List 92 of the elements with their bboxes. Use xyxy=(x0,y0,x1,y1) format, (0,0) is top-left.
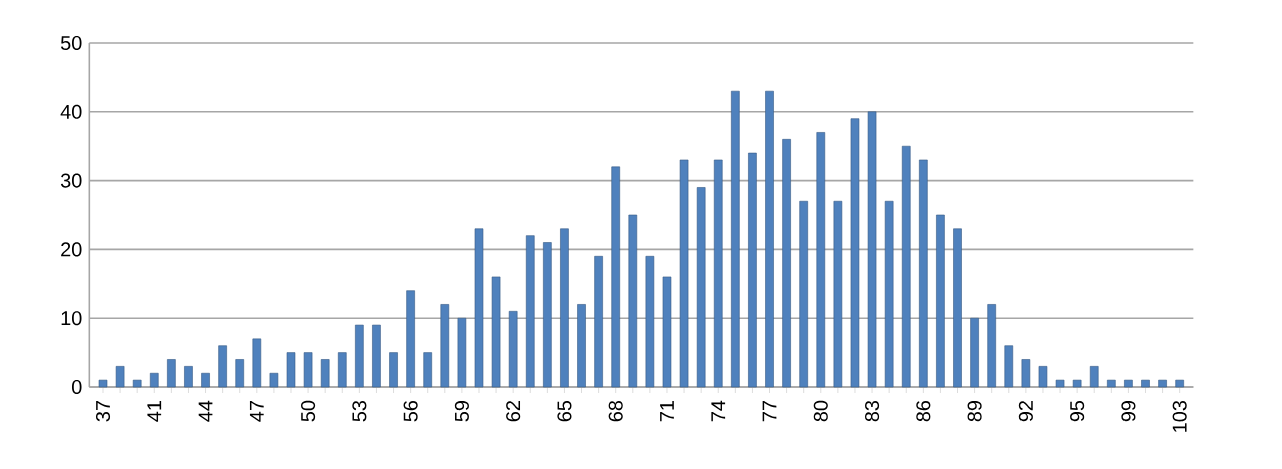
bar xyxy=(508,311,518,388)
bar xyxy=(731,90,740,388)
y-tick-label: 50 xyxy=(60,35,82,51)
bar xyxy=(628,214,638,388)
x-tick-label: 83 xyxy=(865,400,880,422)
bar xyxy=(662,276,672,388)
bar xyxy=(406,290,415,388)
bar xyxy=(782,139,791,388)
bar xyxy=(474,228,484,388)
x-tick-label: 62 xyxy=(506,401,521,422)
bar xyxy=(901,145,911,388)
bar xyxy=(833,200,843,388)
x-tick-label: 99 xyxy=(1121,400,1136,422)
x-tick-label: 65 xyxy=(557,400,572,422)
bar xyxy=(748,152,757,388)
bar xyxy=(389,352,398,388)
bar xyxy=(149,372,159,388)
bar xyxy=(816,132,826,388)
x-tick-label: 77 xyxy=(762,401,777,422)
bar xyxy=(679,159,689,388)
x-tick-label: 71 xyxy=(660,401,674,422)
bar xyxy=(1055,379,1065,388)
bar xyxy=(1124,379,1133,388)
bar xyxy=(713,159,723,388)
bar xyxy=(320,359,330,388)
bar xyxy=(115,366,125,388)
bar xyxy=(184,366,193,388)
x-tick-label: 95 xyxy=(1070,400,1085,422)
bar xyxy=(970,317,979,388)
bar xyxy=(884,200,894,388)
x-tick-label: 103 xyxy=(1172,400,1187,432)
bar xyxy=(1107,379,1116,388)
bar xyxy=(269,372,279,388)
bar xyxy=(936,214,945,388)
x-tick-label: 74 xyxy=(711,400,726,422)
bar xyxy=(696,187,706,388)
bar xyxy=(953,228,962,388)
bar xyxy=(611,166,620,388)
x-tick-label: 86 xyxy=(916,400,931,422)
bar xyxy=(98,379,108,388)
bar xyxy=(645,255,655,388)
bar xyxy=(1004,345,1014,388)
x-tick-label: 53 xyxy=(352,400,367,422)
bar xyxy=(337,352,347,388)
bar xyxy=(372,324,381,388)
x-tick-label: 80 xyxy=(813,400,828,422)
x-tick-label: 44 xyxy=(198,400,213,422)
bar xyxy=(577,304,586,388)
bar xyxy=(1175,379,1184,388)
bar xyxy=(235,359,245,388)
bar xyxy=(252,338,262,388)
y-tick-label: 30 xyxy=(60,173,82,188)
bar xyxy=(167,359,176,388)
y-tick-label: 40 xyxy=(60,104,82,119)
bar xyxy=(201,372,210,388)
bar xyxy=(919,159,928,388)
bar xyxy=(594,255,603,388)
x-tick-label: 50 xyxy=(301,400,316,422)
bar xyxy=(1072,379,1082,388)
bar xyxy=(457,317,467,388)
x-tick-label: 37 xyxy=(95,401,111,422)
bar xyxy=(799,200,808,388)
bar xyxy=(1089,366,1099,388)
x-tick-label: 89 xyxy=(967,400,982,422)
bar xyxy=(1141,379,1150,388)
x-tick-label: 68 xyxy=(608,400,623,422)
x-tick-label: 41 xyxy=(147,401,162,422)
x-tick-label: 59 xyxy=(454,400,469,422)
bar xyxy=(850,118,860,388)
bar xyxy=(1158,379,1167,388)
y-tick-label: 0 xyxy=(71,379,82,395)
bar xyxy=(765,90,774,388)
bar xyxy=(440,304,450,388)
bar xyxy=(286,352,296,388)
bar xyxy=(1021,359,1031,388)
bar xyxy=(355,324,364,388)
bar xyxy=(491,276,501,388)
bar xyxy=(987,304,996,388)
bar xyxy=(132,379,142,388)
bar xyxy=(543,242,552,388)
y-tick-label: 10 xyxy=(61,311,82,326)
x-tick-label: 56 xyxy=(403,400,418,422)
bar xyxy=(867,111,877,388)
bar xyxy=(525,235,535,388)
bar xyxy=(423,352,433,388)
bar xyxy=(218,345,227,388)
bar xyxy=(1038,366,1048,388)
x-tick-label: 92 xyxy=(1018,401,1033,422)
y-tick-label: 20 xyxy=(61,242,82,257)
bar xyxy=(560,228,569,388)
bar xyxy=(303,352,313,388)
x-tick-label: 47 xyxy=(249,401,264,422)
